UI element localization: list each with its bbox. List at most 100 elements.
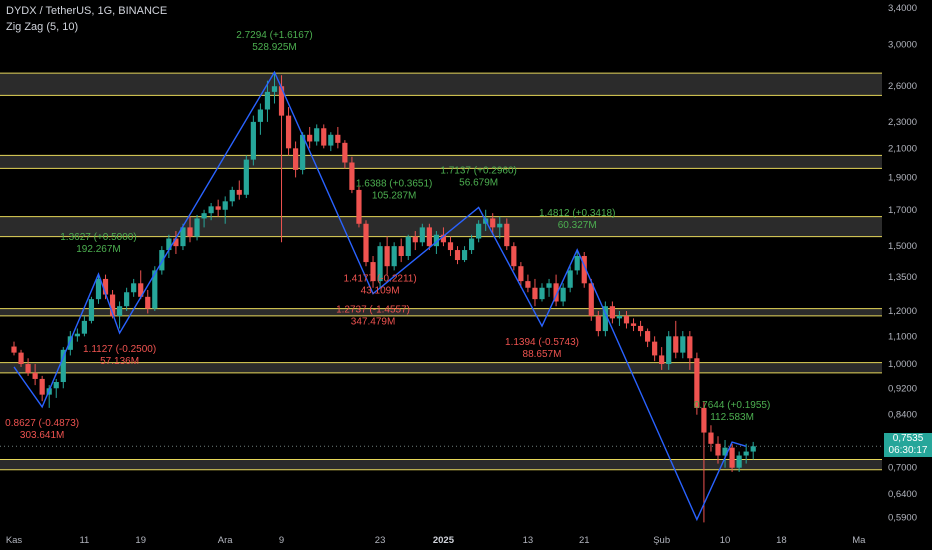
candle-body [314,128,320,142]
candle-body [602,306,608,332]
candle-body [222,201,228,210]
candle-body [461,250,468,261]
candle-body [588,283,594,316]
candle-body [384,246,390,267]
candle-body [490,218,496,228]
candle-body [39,378,45,395]
y-tick-label: 1,1000 [888,331,917,342]
candle-body [701,407,707,433]
candle-body [11,346,17,353]
candle-body [109,294,116,316]
candle-body [81,320,87,334]
zigzag-pivot-label: 0.7644 (+0.1955) [694,400,770,411]
candle-body [166,238,172,251]
x-tick-label: Ara [218,535,234,546]
candle-body [581,255,587,284]
candle-body [623,315,630,324]
candle-body [236,189,242,195]
zigzag-pivot-label: 1.6388 (+0.3651) [356,178,432,189]
candle-body [398,246,404,256]
y-tick-label: 1,7000 [888,205,917,216]
candle-body [454,250,461,261]
candle-body [616,315,623,319]
zone-0 [0,73,882,96]
x-tick-label: 9 [279,535,284,546]
y-tick-label: 2,3000 [888,117,917,128]
x-tick-label: Ma [852,535,866,546]
candle-body [285,115,292,149]
candle-body [173,238,179,247]
x-tick-label: Kas [6,535,23,546]
candle-body [208,206,214,214]
candle-body [145,296,151,309]
y-tick-label: 2,6000 [888,81,917,92]
zigzag-pivot-volume: 105.287M [372,190,416,201]
y-tick-label: 3,0000 [888,40,917,51]
symbol-title: DYDX / TetherUS, 1G, BINANCE [6,5,168,17]
candle-body [546,283,552,288]
candle-body [652,341,658,356]
candle-body [95,278,102,300]
candle-body [335,134,341,143]
zigzag-pivot-label: 1.3627 (+0.5000) [60,232,136,243]
zigzag-pivot-label: 0.8627 (-0.4873) [5,418,79,429]
y-tick-label: 0,8400 [888,410,917,421]
x-tick-label: 13 [523,535,534,546]
candle-body [567,270,573,288]
zigzag-line [13,70,747,522]
candle-body [687,336,693,359]
candle-body [518,266,524,282]
candle-body [694,358,700,408]
candle-body [525,281,531,288]
zone-3 [0,308,882,316]
candle-body [363,223,369,263]
candle-body [194,218,200,237]
candle-body [715,443,721,456]
candle-body [736,455,742,468]
candle-body [609,306,615,319]
candle-body [307,134,313,142]
candle-body [300,134,306,170]
candle-body [349,162,355,190]
x-tick-label: 19 [135,535,146,546]
zigzag-pivot-volume: 43.109M [361,286,400,297]
zigzag-pivot-volume: 192.267M [76,244,120,255]
y-tick-label: 3,4000 [888,3,917,14]
zigzag-pivot-label: 1.2737 (-1.4557) [336,305,410,316]
zone-4 [0,362,882,373]
candle-body [532,287,538,300]
candle-body [74,333,80,337]
candle-body [264,91,271,110]
zigzag-pivot-label: 1.1394 (-0.5743) [505,337,579,348]
candle-body [637,325,644,332]
x-tick-label: 11 [79,535,89,546]
candle-body [419,227,425,243]
candle-body [645,331,651,342]
x-tick-label: 10 [720,535,731,546]
zigzag-pivot-label: 2.7294 (+1.6167) [236,30,312,41]
last-price-tag: 0,7535 [884,433,932,445]
zone-5 [0,459,882,470]
candle-body [250,121,256,160]
candle-body [560,287,566,302]
candle-body [293,148,299,170]
zigzag-pivot-volume: 112.583M [710,412,754,423]
candle-body [553,283,559,302]
y-tick-label: 0,7000 [888,463,917,474]
zigzag-pivot-label: 1.7137 (+0.2960) [440,165,516,176]
zigzag-pivot-label: 1.4177 (-0.2211) [343,274,416,285]
candle-body [32,372,38,379]
y-tick-label: 2,1000 [888,143,917,154]
candle-body [180,227,186,247]
candle-body [201,213,207,219]
candle-body [743,451,749,456]
candle-body [680,336,686,353]
x-tick-label: Şub [653,535,670,546]
candle-body [412,236,418,243]
candle-body [574,255,580,271]
zone-1 [0,155,882,169]
candle-body [124,292,130,307]
candle-body [440,234,447,243]
candle-body [426,227,432,247]
